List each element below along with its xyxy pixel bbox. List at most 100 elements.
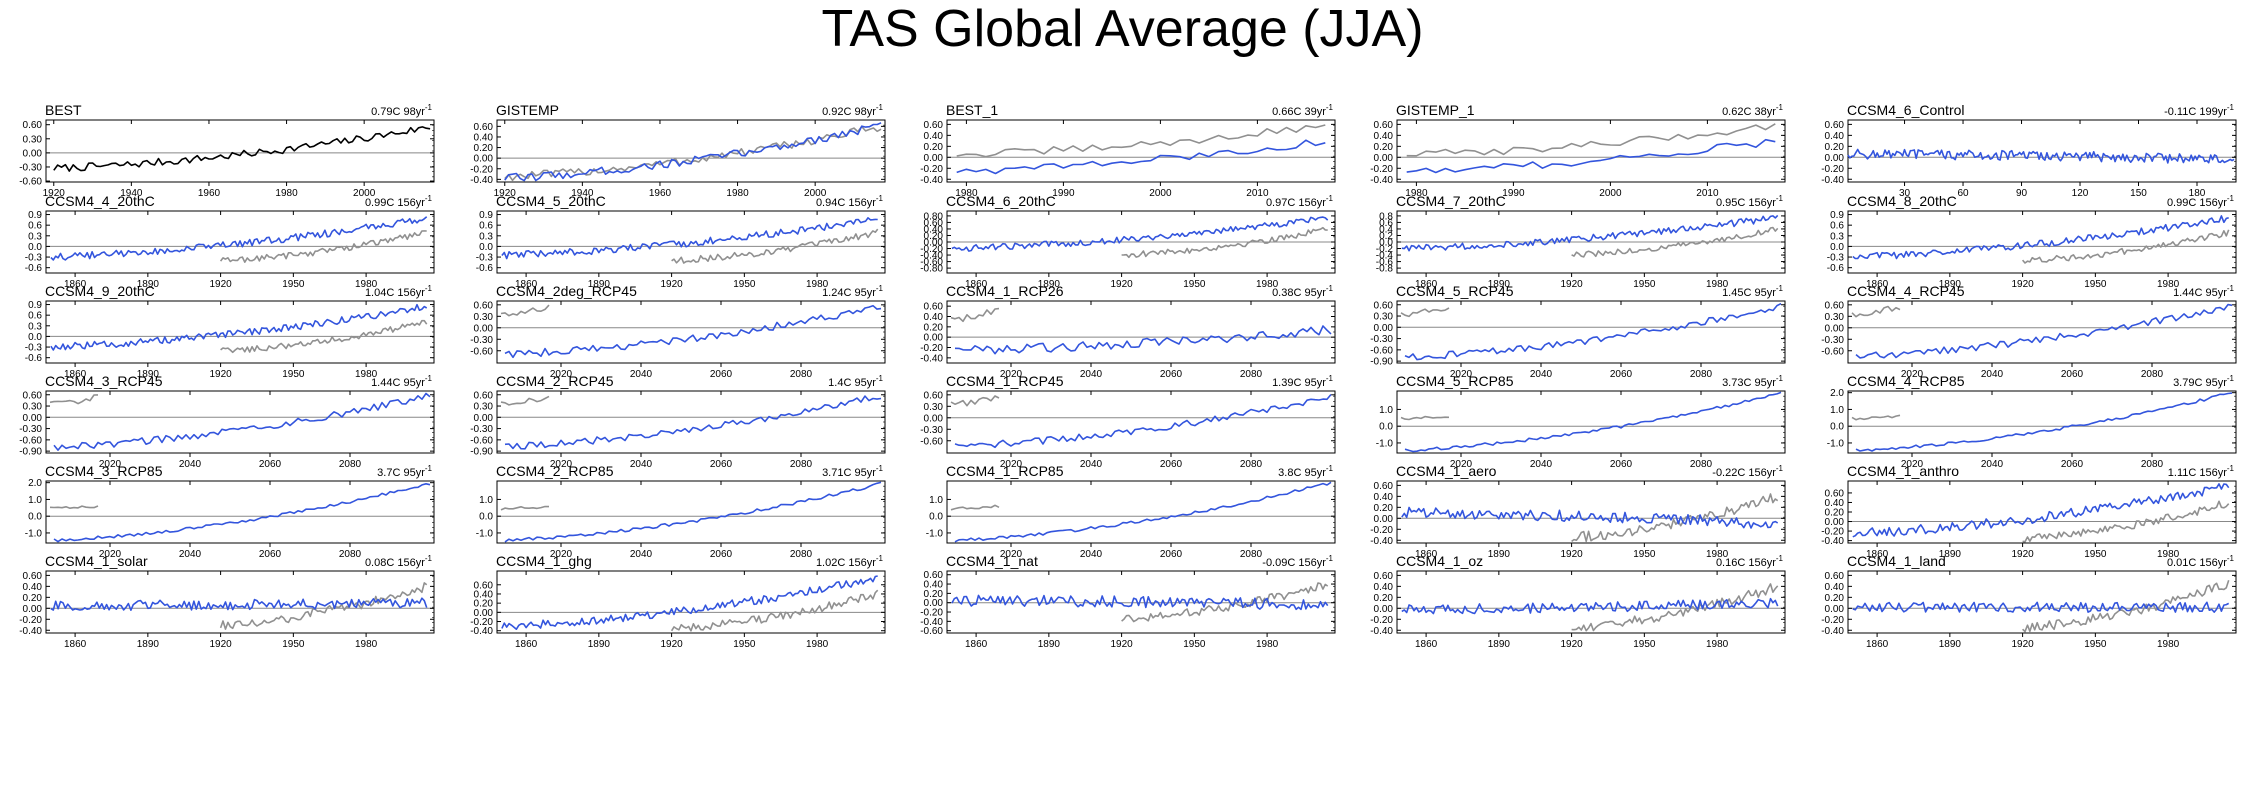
y-tick-label: 0.9 [28,300,42,311]
x-tick-label: 2060 [710,549,733,560]
panel-title: CCSM4_4_20thC [45,193,155,209]
plot-frame [946,300,1336,364]
y-tick-label: -0.40 [1821,626,1844,637]
x-tick-label: 1920 [209,639,232,650]
y-tick-label: 0.0 [28,332,42,343]
series-line-obs [220,319,428,354]
x-tick-label: 2000 [353,188,376,199]
panel-ccsm4-1-oz: CCSM4_1_oz 0.16C 156yr-10.600.400.200.00-… [1370,553,1786,650]
y-tick-label: 0.6 [479,221,493,232]
x-tick-label: 1950 [282,639,305,650]
series-line-model [504,304,882,359]
y-tick-label: 0.00 [1825,604,1845,615]
panel-title: CCSM4_3_RCP85 [45,463,163,479]
plot-frame [1847,119,2237,183]
x-tick-label: 1940 [120,188,143,199]
panel-trend-exponent: -1 [2227,554,2235,563]
page-title: TAS Global Average (JJA) [821,0,1424,58]
series-line-model [50,597,428,612]
panel-trend-exponent: -1 [425,103,433,112]
x-tick-label: 2020 [550,549,573,560]
panel-title: CCSM4_1_land [1847,553,1946,569]
y-tick-label: 0.20 [1374,142,1394,153]
x-tick-label: 2040 [1080,459,1103,470]
series-line-obs [49,394,99,405]
y-tick-label: 2.0 [28,478,42,489]
x-tick-label: 1980 [1405,188,1428,199]
panel-trend-stat: 0.01C 156yr-1 [2167,554,2235,569]
y-tick-label: -0.6 [1827,263,1845,274]
panel-title: CCSM4_4_RCP45 [1847,283,1965,299]
x-tick-label: 2060 [259,549,282,560]
series-line-model [50,303,428,351]
panel-trend-stat: 0.94C 156yr-1 [816,194,884,209]
y-tick-label: -0.40 [1821,175,1844,186]
series-line-best [53,126,431,172]
x-tick-label: 2040 [1981,459,2004,470]
series-line-model [951,216,1329,252]
panel-title: CCSM4_4_RCP85 [1847,373,1965,389]
y-tick-label: 0.60 [474,300,494,311]
x-tick-label: 1890 [1038,639,1061,650]
x-tick-label: 60 [1957,188,1969,199]
panel-ccsm4-8-20thc: CCSM4_8_20thC 0.99C 156yr-10.90.60.30.0-0… [1827,193,2237,290]
x-tick-label: 1860 [1866,549,1889,560]
panel-title: CCSM4_6_20thC [946,193,1056,209]
panel-title: CCSM4_1_solar [45,553,148,569]
y-tick-label: 0.40 [924,131,944,142]
x-tick-label: 2060 [2061,369,2084,380]
x-tick-label: 2020 [550,369,573,380]
x-tick-label: 1980 [806,639,829,650]
y-tick-label: -0.90 [1370,357,1393,368]
panel-title: CCSM4_7_20thC [1396,193,1506,209]
panel-ccsm4-2-rcp85: CCSM4_2_RCP85 3.71C 95yr-1 1.0 0.0 -1.0 2020 2… [476,463,886,560]
y-tick-label: 0.0 [1379,238,1393,249]
panel-title: CCSM4_1_anthro [1847,463,1959,479]
y-tick-label: -0.40 [470,175,493,186]
y-tick-label: 0.00 [924,333,944,344]
series-line-obs [1571,226,1779,258]
x-tick-label: 1890 [137,639,160,650]
x-tick-label: 1860 [1866,639,1889,650]
plot-frame [1396,119,1786,183]
y-tick-label: -0.60 [470,435,493,446]
x-tick-label: 1890 [1939,549,1962,560]
series-line-model [1401,506,1779,529]
series-line-obs [671,228,879,264]
x-tick-label: 1920 [2011,279,2034,290]
y-tick-label: 0.0 [28,512,42,523]
panel-trend-exponent: -1 [876,194,884,203]
y-tick-label: 0.0 [1830,422,1844,433]
series-line-model [1852,483,2230,538]
x-tick-label: 2040 [179,549,202,560]
x-tick-label: 1890 [1488,549,1511,560]
panel-trend-exponent: -1 [2227,194,2235,203]
series-line-obs [500,395,550,406]
panel-trend-stat: 3.73C 95yr-1 [1722,374,1783,389]
panel-trend-stat: 0.08C 156yr-1 [365,554,433,569]
x-tick-label: 1920 [2011,549,2034,560]
plot-frame [1847,390,2237,454]
x-tick-label: 2040 [630,549,653,560]
x-tick-label: 1860 [64,639,87,650]
y-tick-label: 0.0 [1830,242,1844,253]
y-tick-label: -0.40 [920,251,943,262]
x-tick-label: 2060 [2061,459,2084,470]
x-tick-label: 1950 [733,639,756,650]
panel-ccsm4-4-rcp85: CCSM4_4_RCP85 3.79C 95yr-1 2.0 1.0 0.0 -1.0 20… [1827,373,2237,470]
series-line-gistemp [504,122,882,182]
x-tick-label: 1950 [2084,279,2107,290]
y-tick-label: -0.80 [920,264,943,275]
x-tick-label: 1980 [1256,639,1279,650]
x-tick-label: 1950 [1183,639,1206,650]
panel-title: CCSM4_5_RCP45 [1396,283,1514,299]
y-tick-label: -0.20 [1821,164,1844,175]
panel-ccsm4-3-rcp85: CCSM4_3_RCP85 3.7C 95yr-1 2.0 1.0 0.0 -1.0 202… [25,463,435,560]
x-tick-label: 1980 [2157,549,2180,560]
panel-trend-stat: -0.11C 199yr-1 [2164,103,2234,118]
y-tick-label: 0.20 [924,142,944,153]
y-tick-label: -0.30 [470,335,493,346]
x-tick-label: 1950 [2084,639,2107,650]
panel-title: GISTEMP_1 [1396,102,1475,118]
x-tick-label: 1920 [1560,549,1583,560]
